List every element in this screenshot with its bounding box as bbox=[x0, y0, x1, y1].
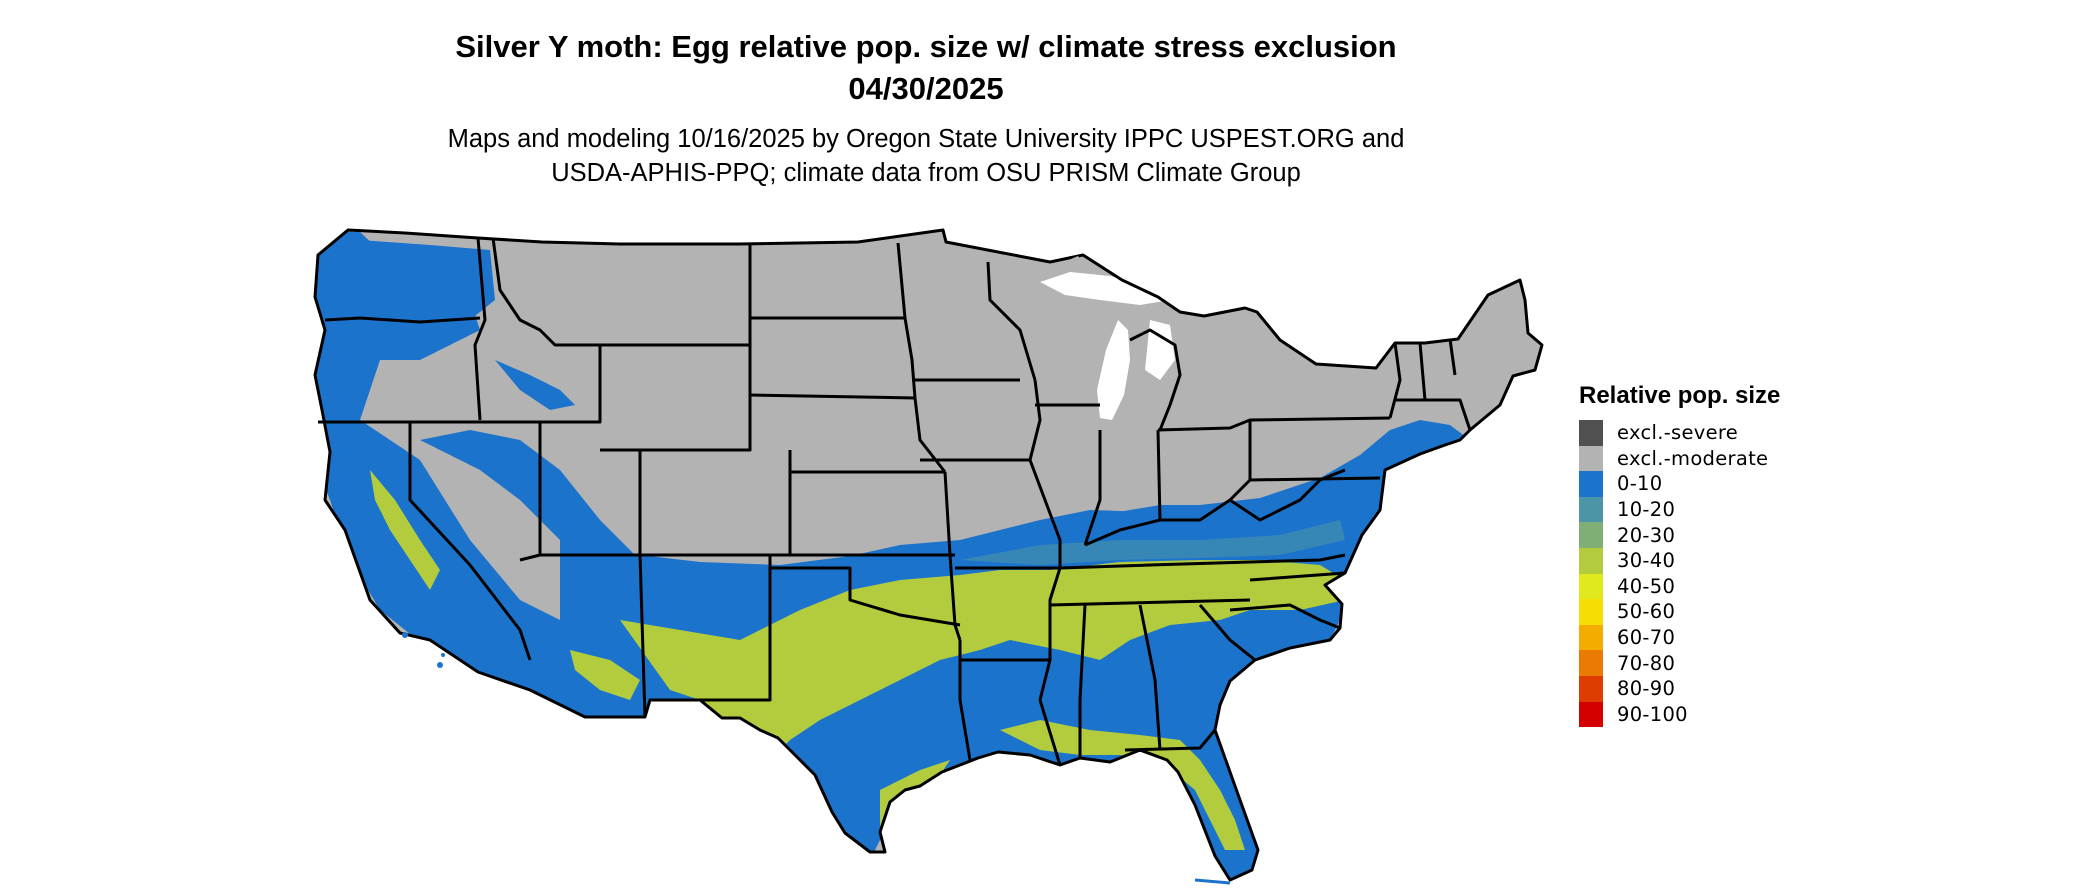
legend-swatch bbox=[1579, 675, 1603, 702]
zone-idaho-low bbox=[495, 360, 575, 410]
border-pa-ny bbox=[1249, 416, 1391, 422]
zone-northwest-low bbox=[360, 240, 495, 320]
legend-item: excl.-moderate bbox=[1579, 445, 1780, 472]
legend-swatch bbox=[1579, 471, 1603, 497]
border-va-nc bbox=[1249, 571, 1346, 582]
legend-item: 50-60 bbox=[1579, 599, 1780, 625]
legend-item: 70-80 bbox=[1579, 650, 1780, 676]
legend-label: 70-80 bbox=[1617, 651, 1676, 675]
border-nm-east bbox=[700, 555, 772, 702]
state-borders bbox=[313, 228, 1544, 882]
border-vt-nh bbox=[1418, 342, 1427, 401]
border-ks-mo bbox=[943, 471, 962, 641]
border-pa-south bbox=[1249, 476, 1381, 482]
legend-label: 40-50 bbox=[1617, 574, 1676, 598]
lake-huron bbox=[1145, 320, 1175, 380]
legend-swatch bbox=[1579, 599, 1603, 625]
border-new-england bbox=[1395, 398, 1472, 431]
legend-label: 90-100 bbox=[1617, 702, 1688, 726]
legend-swatch bbox=[1579, 547, 1603, 574]
map-title: Silver Y moth: Egg relative pop. size w/… bbox=[0, 26, 1852, 110]
border-id-ut bbox=[480, 345, 602, 424]
legend-title: Relative pop. size bbox=[1579, 382, 1781, 409]
legend-item: 0-10 bbox=[1579, 471, 1780, 497]
lake-michigan bbox=[1097, 320, 1130, 420]
border-wv-va bbox=[1229, 468, 1346, 522]
zone-tennessee-mid bbox=[1050, 560, 1345, 600]
title-line-1: Silver Y moth: Egg relative pop. size w/… bbox=[455, 29, 1397, 64]
legend-item: excl.-severe bbox=[1579, 420, 1780, 446]
border-wy-south bbox=[600, 345, 752, 452]
border-nh-me bbox=[1448, 338, 1457, 376]
legend-item: 60-70 bbox=[1579, 624, 1780, 651]
florida-keys bbox=[1194, 878, 1231, 885]
legend-items: excl.-severe excl.-moderate 0-10 10-20 2… bbox=[1579, 420, 1780, 728]
legend-item: 80-90 bbox=[1579, 675, 1780, 702]
border-mi bbox=[1129, 328, 1182, 431]
island-ca-2 bbox=[437, 662, 443, 668]
border-oh-east bbox=[1157, 418, 1252, 480]
zone-gulf-mid bbox=[1000, 720, 1245, 850]
legend-label: 50-60 bbox=[1617, 600, 1676, 624]
legend-label: 80-90 bbox=[1617, 677, 1676, 701]
legend-label: 10-20 bbox=[1617, 498, 1676, 522]
legend-label: 20-30 bbox=[1617, 523, 1676, 547]
border-nv-ca bbox=[408, 422, 532, 661]
legend-item: 90-100 bbox=[1579, 701, 1780, 728]
border-wa-or bbox=[324, 316, 481, 324]
border-sd-ne bbox=[749, 393, 916, 400]
border-id-west bbox=[473, 237, 487, 421]
border-il-in bbox=[1083, 430, 1102, 546]
lake-superior bbox=[1040, 272, 1170, 305]
map-subtitle: Maps and modeling 10/16/2025 by Oregon S… bbox=[0, 122, 1852, 190]
legend-label: 60-70 bbox=[1617, 626, 1676, 650]
legend-swatch bbox=[1579, 701, 1603, 728]
border-ok-tx bbox=[770, 566, 961, 627]
border-id-mt bbox=[491, 237, 600, 347]
island-ca-1 bbox=[402, 632, 408, 638]
border-ms-river bbox=[1028, 379, 1062, 766]
border-mn-wi bbox=[986, 261, 1037, 381]
legend-swatch bbox=[1579, 445, 1603, 472]
legend-label: 0-10 bbox=[1617, 472, 1663, 496]
island-ca-3 bbox=[441, 653, 445, 657]
legend-swatch bbox=[1579, 496, 1603, 523]
isle-royale bbox=[1064, 256, 1080, 266]
zone-california-mid bbox=[370, 470, 440, 590]
border-tn-south bbox=[1049, 598, 1251, 607]
legend-swatch bbox=[1579, 650, 1603, 676]
border-ga-sc bbox=[1198, 604, 1256, 662]
legend-swatch bbox=[1579, 420, 1603, 446]
border-ms-al bbox=[1078, 604, 1087, 758]
legend-swatch bbox=[1579, 522, 1603, 548]
zone-arizona-mid bbox=[570, 650, 640, 700]
legend-item: 30-40 bbox=[1579, 547, 1780, 574]
zone-south-mid bbox=[620, 565, 1350, 770]
legend-label: excl.-moderate bbox=[1617, 446, 1769, 470]
border-ny-east bbox=[1388, 342, 1402, 419]
border-in-oh bbox=[1156, 429, 1162, 521]
border-al-ga bbox=[1138, 604, 1162, 751]
border-ga-fl bbox=[1124, 729, 1217, 752]
legend-label: excl.-severe bbox=[1617, 421, 1739, 445]
legend-swatch bbox=[1579, 573, 1603, 600]
legend-item: 40-50 bbox=[1579, 573, 1780, 600]
legend-label: 30-40 bbox=[1617, 549, 1676, 573]
border-oh-ky bbox=[1084, 478, 1252, 547]
subtitle-line-2: USDA-APHIS-PPQ; climate data from OSU PR… bbox=[551, 159, 1301, 187]
border-az-west bbox=[638, 554, 647, 718]
subtitle-line-1: Maps and modeling 10/16/2025 by Oregon S… bbox=[447, 125, 1405, 153]
map-land bbox=[315, 230, 1542, 880]
border-nc-sc bbox=[1229, 603, 1341, 630]
border-ky-tn bbox=[1059, 553, 1346, 570]
legend-item: 10-20 bbox=[1579, 496, 1780, 523]
zone-teal-transition bbox=[960, 520, 1345, 565]
title-line-2: 04/30/2025 bbox=[848, 71, 1004, 106]
zone-westcoast-low bbox=[315, 230, 640, 720]
legend: Relative pop. size excl.-severe excl.-mo… bbox=[1579, 381, 1781, 728]
legend-swatch bbox=[1579, 624, 1603, 651]
legend-item: 20-30 bbox=[1579, 522, 1780, 548]
